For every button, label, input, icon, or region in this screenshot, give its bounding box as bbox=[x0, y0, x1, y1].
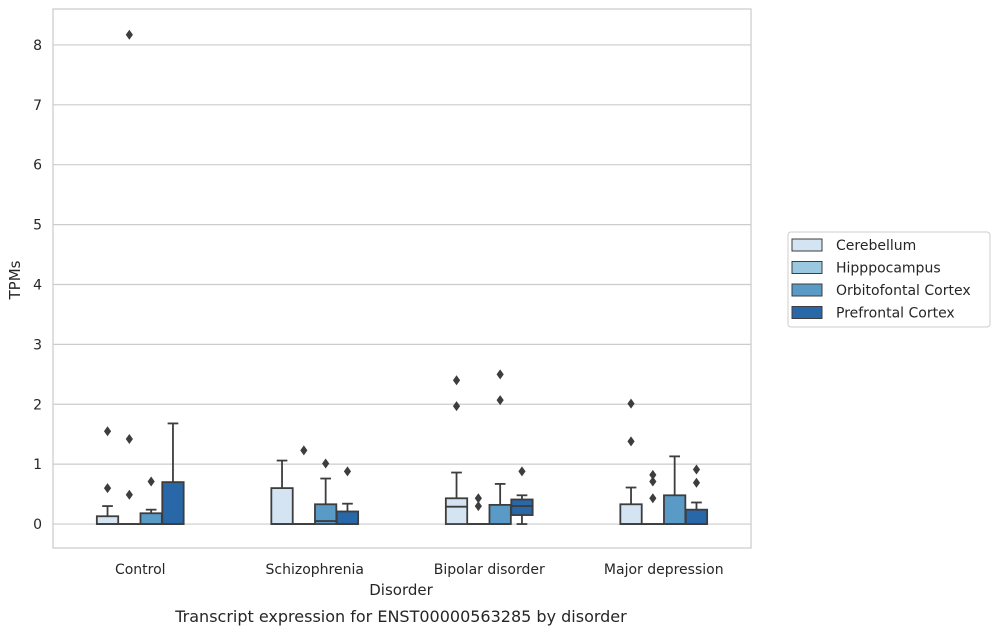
outlier-point bbox=[147, 476, 155, 487]
outlier-point bbox=[518, 466, 526, 477]
outlier-point bbox=[103, 426, 112, 437]
outlier-point bbox=[125, 489, 133, 500]
legend-swatch bbox=[791, 261, 823, 274]
legend-frame bbox=[787, 231, 991, 328]
outlier-point bbox=[300, 445, 308, 456]
box-cerebellum bbox=[270, 459, 294, 525]
box-body bbox=[139, 512, 163, 525]
y-tick-label: 5 bbox=[33, 218, 42, 234]
box-hipppocampus bbox=[292, 445, 316, 525]
box-body bbox=[161, 481, 185, 525]
box-body bbox=[488, 503, 512, 525]
legend-swatch bbox=[791, 306, 823, 319]
x-axis-label: Disorder bbox=[369, 581, 433, 599]
y-tick-label: 7 bbox=[33, 98, 42, 114]
x-axis-ticks: Control Schizophrenia Bipolar disorder Majo… bbox=[115, 562, 724, 578]
y-axis-ticks: 0 1 2 3 4 5 6 7 8 bbox=[33, 38, 42, 533]
legend-label: Cerebellum bbox=[836, 238, 916, 254]
box-body bbox=[95, 515, 120, 525]
box-hipppocampus bbox=[466, 493, 490, 525]
box-hipppocampus bbox=[641, 469, 665, 525]
outlier-point bbox=[627, 398, 635, 409]
box-prefrontal-cortex bbox=[161, 422, 185, 525]
x-tick-label: Bipolar disorder bbox=[434, 562, 545, 578]
box-hipppocampus bbox=[117, 29, 141, 525]
outlier-point bbox=[627, 436, 635, 447]
legend: Cerebellum Hipppocampus Orbitofontal Corte… bbox=[787, 231, 991, 328]
legend-swatch bbox=[791, 238, 823, 252]
y-tick-label: 1 bbox=[33, 457, 42, 473]
box-cerebellum bbox=[95, 426, 120, 525]
box-body bbox=[510, 498, 534, 516]
box-prefrontal-cortex bbox=[684, 464, 709, 525]
legend-label: Hipppocampus bbox=[836, 261, 941, 277]
legend-label: Orbitofontal Cortex bbox=[836, 283, 971, 299]
box-orbitofontal-cortex bbox=[488, 369, 512, 525]
outlier-point bbox=[692, 464, 701, 475]
y-tick-label: 6 bbox=[33, 158, 42, 174]
outlier-point bbox=[692, 477, 701, 488]
outlier-point bbox=[649, 469, 657, 480]
box-body bbox=[619, 503, 643, 525]
box-prefrontal-cortex bbox=[335, 466, 360, 525]
outlier-point bbox=[452, 375, 461, 386]
outlier-point bbox=[103, 483, 112, 494]
outlier-point bbox=[125, 434, 133, 445]
outlier-point bbox=[496, 395, 504, 406]
box-body bbox=[444, 497, 469, 525]
box-prefrontal-cortex bbox=[510, 466, 534, 525]
outlier-point bbox=[125, 29, 133, 40]
outlier-point bbox=[474, 493, 482, 504]
plot-area bbox=[95, 29, 709, 525]
outlier-point bbox=[452, 401, 461, 412]
y-tick-label: 2 bbox=[33, 397, 42, 413]
outlier-point bbox=[474, 501, 482, 512]
outlier-point bbox=[343, 466, 352, 477]
box-cerebellum bbox=[619, 398, 643, 525]
box-body bbox=[663, 494, 687, 525]
x-tick-label: Control bbox=[115, 562, 166, 578]
x-tick-label: Schizophrenia bbox=[266, 562, 364, 578]
y-tick-label: 8 bbox=[33, 38, 42, 54]
box-body bbox=[684, 508, 709, 525]
x-tick-label: Major depression bbox=[604, 562, 724, 578]
legend-label: Prefrontal Cortex bbox=[836, 306, 955, 322]
outlier-point bbox=[322, 458, 330, 469]
box-orbitofontal-cortex bbox=[139, 476, 163, 525]
y-tick-label: 3 bbox=[33, 337, 42, 353]
chart-caption: Transcript expression for ENST0000056328… bbox=[174, 607, 627, 626]
box-orbitofontal-cortex bbox=[314, 458, 338, 525]
legend-swatch bbox=[791, 283, 823, 297]
outlier-point bbox=[649, 476, 657, 487]
y-tick-label: 0 bbox=[33, 517, 42, 533]
box-body bbox=[270, 487, 294, 525]
outlier-point bbox=[649, 493, 657, 504]
plot-frame bbox=[52, 8, 752, 549]
gridlines bbox=[53, 44, 751, 525]
outlier-point bbox=[496, 369, 504, 380]
box-body bbox=[335, 510, 360, 525]
y-tick-label: 4 bbox=[33, 277, 42, 293]
box-orbitofontal-cortex bbox=[663, 455, 687, 525]
box-cerebellum bbox=[444, 375, 469, 525]
y-axis-label: TPMs bbox=[6, 260, 24, 300]
